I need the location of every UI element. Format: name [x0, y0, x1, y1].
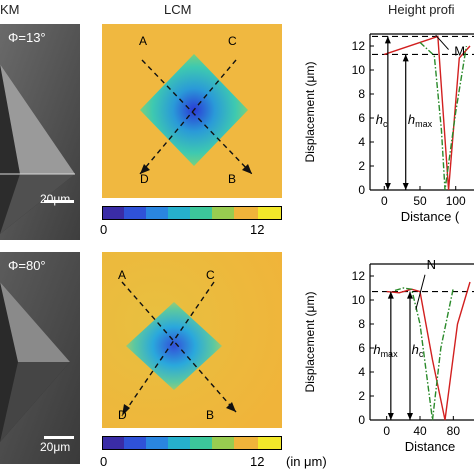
phi-label-top: Φ=13° [8, 30, 46, 45]
diag-label-b-top: B [228, 172, 237, 186]
y-tick-label: 4 [358, 365, 365, 379]
x-axis-label: Distance [405, 439, 456, 454]
h-c-label-sub: c [419, 349, 424, 359]
height-profile-plot-top: 12 10 8 6 4 2 0 0 50 100 hc hmax M Displacement (μm) D… [303, 33, 474, 224]
y-tick-label: 6 [358, 111, 365, 125]
height-profile-header: Height profi [388, 2, 455, 17]
series-line-2 [419, 41, 468, 191]
y-tick-label: 8 [358, 87, 365, 101]
h-max-label-sub: max [381, 349, 399, 359]
diag-label-c-bottom: C [206, 268, 215, 282]
colorbar-min-top: 0 [100, 222, 108, 237]
arrow-head [402, 183, 409, 190]
h-max-label: hmax [408, 112, 433, 129]
pointer-line [415, 274, 426, 310]
h-max-label-sub: max [415, 119, 433, 129]
y-tick-label: 8 [358, 317, 365, 331]
arrow-head [407, 413, 413, 420]
arrow-head [384, 36, 391, 44]
y-tick-label: 10 [352, 63, 366, 77]
x-axis-label: Distance ( [401, 209, 460, 224]
x-tick-label: 50 [413, 194, 427, 208]
y-tick-label: 6 [358, 341, 365, 355]
lcm-map-top [102, 24, 282, 198]
scalebar-label-bottom: 20μm [40, 440, 71, 454]
h-c-label-sub: c [383, 119, 388, 129]
diag-label-a-top: A [139, 34, 148, 48]
colorbar-min-bottom: 0 [100, 454, 108, 469]
sem-image-bottom [0, 252, 80, 464]
y-axis-label: Displacement (μm) [303, 62, 317, 163]
x-tick-label: 80 [447, 424, 461, 438]
y-tick-label: 0 [358, 413, 365, 427]
series-line-1 [384, 35, 471, 191]
diag-label-d-bottom: D [118, 408, 127, 422]
y-tick-label: 2 [358, 389, 365, 403]
arrow-head [384, 183, 391, 190]
colorbar-bottom [102, 436, 282, 450]
x-tick-label: 40 [413, 424, 427, 438]
scalebar-label-top: 20μm [40, 192, 71, 206]
series-line-1 [386, 281, 471, 421]
y-tick-label: 12 [352, 39, 366, 53]
y-tick-label: 12 [352, 269, 366, 283]
y-tick-label: 4 [358, 135, 365, 149]
y-tick-label: 10 [352, 293, 366, 307]
colorbar-unit-bottom: (in μm) [286, 454, 327, 469]
y-axis-label: Displacement (μm) [303, 292, 317, 393]
point-label: N [427, 257, 436, 272]
diag-label-d-top: D [140, 172, 149, 186]
sem-header: KM [0, 2, 20, 17]
sem-image-top [0, 24, 80, 240]
colorbar-top [102, 206, 282, 220]
diag-label-a-bottom: A [118, 268, 127, 282]
pointer-line [435, 34, 449, 50]
colorbar-max-top: 12 [250, 222, 265, 237]
x-tick-label: 0 [381, 194, 388, 208]
lcm-map-bottom [102, 252, 282, 428]
point-label: M [454, 44, 465, 59]
y-tick-label: 2 [358, 159, 365, 173]
h-max-label: hmax [373, 342, 398, 359]
lcm-header: LCM [164, 2, 192, 17]
diag-label-c-top: C [228, 34, 237, 48]
h-c-label: hc [376, 112, 388, 129]
x-tick-label: 0 [383, 424, 390, 438]
y-tick-label: 0 [358, 183, 365, 197]
x-tick-label: 100 [446, 194, 466, 208]
diag-label-b-bottom: B [206, 408, 215, 422]
arrow-head [402, 54, 409, 62]
colorbar-max-bottom: 12 [250, 454, 265, 469]
arrow-head [387, 291, 394, 299]
series-line-2 [394, 287, 455, 421]
phi-label-bottom: Φ=80° [8, 258, 46, 273]
arrow-head [387, 413, 394, 420]
arrow-head [407, 291, 413, 299]
